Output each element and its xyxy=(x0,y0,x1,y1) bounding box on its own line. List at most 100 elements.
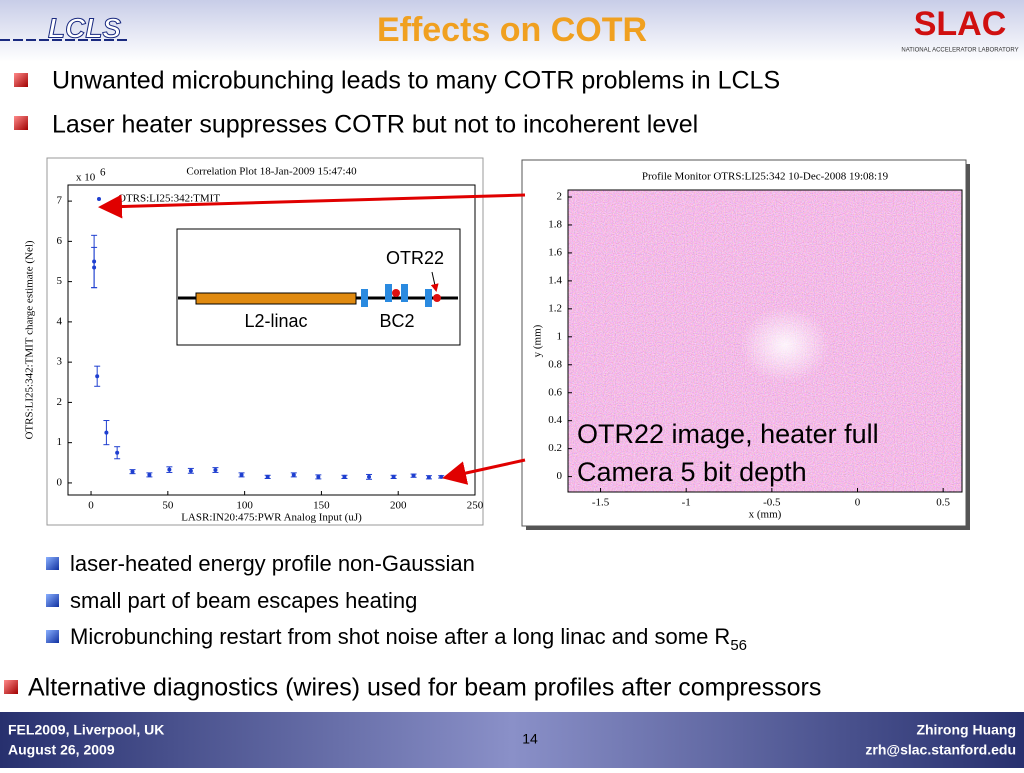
axes-box xyxy=(67,184,476,496)
y-tick-label: 1 xyxy=(57,436,63,448)
logo-right: SLAC xyxy=(914,5,1007,43)
y-tick-label: 0.2 xyxy=(548,442,562,454)
point xyxy=(426,475,431,480)
y-tick-label: 1.4 xyxy=(548,274,562,286)
x-tick-label: 200 xyxy=(390,500,407,512)
x-tick-label: 50 xyxy=(162,500,174,512)
sub-bullet: Microbunching restart from shot noise af… xyxy=(70,624,747,654)
point xyxy=(367,474,372,479)
inset-frame xyxy=(176,228,461,346)
x-tick-label: 0.5 xyxy=(936,497,950,509)
footer-left: August 26, 2009 xyxy=(8,742,115,758)
point xyxy=(115,450,120,455)
beam-spot xyxy=(740,307,830,383)
sub-bullet: laser-heated energy profile non-Gaussian xyxy=(70,551,475,576)
x-tick-label: 100 xyxy=(236,500,253,512)
slide-title: Effects on COTR xyxy=(377,11,647,49)
point xyxy=(167,467,172,472)
image-annotation: Camera 5 bit depth xyxy=(577,457,807,487)
x-tick-label: -0.5 xyxy=(763,497,781,509)
point xyxy=(391,474,396,479)
footer-right: Zhirong Huang xyxy=(916,722,1016,738)
point xyxy=(188,468,193,473)
inset-label: L2-linac xyxy=(244,311,307,331)
y-tick-label: 5 xyxy=(57,275,63,287)
bullet-icon xyxy=(14,73,28,87)
legend-marker xyxy=(97,197,101,201)
axes-box xyxy=(567,189,963,493)
footer-band xyxy=(0,712,1024,768)
header-band xyxy=(0,0,1024,62)
y-axis-label: OTRS:LI25:342:TMIT charge estimate (Nel) xyxy=(24,240,36,439)
bullet-icon xyxy=(46,630,59,643)
y-axis-label: y (mm) xyxy=(532,324,544,357)
y-tick-label: 1.6 xyxy=(548,246,562,258)
point xyxy=(239,472,244,477)
point xyxy=(213,468,218,473)
magnet xyxy=(385,284,392,302)
point xyxy=(439,474,444,479)
arrow xyxy=(442,458,526,485)
pointer xyxy=(430,271,439,292)
y-tick-label: 1.2 xyxy=(548,302,562,314)
sub-bullet: small part of beam escapes heating xyxy=(70,588,417,613)
logo-right-sub: NATIONAL ACCELERATOR LABORATORY xyxy=(901,48,1018,54)
y-multiplier-exp: 6 xyxy=(100,167,106,179)
point xyxy=(316,474,321,479)
inset-label: OTR22 xyxy=(386,248,444,268)
magnet xyxy=(401,284,408,302)
point xyxy=(95,374,100,379)
y-tick-label: 4 xyxy=(57,315,63,327)
y-multiplier: x 10 xyxy=(76,172,96,184)
y-tick-label: 0 xyxy=(557,470,563,482)
y-tick-label: 0.8 xyxy=(548,358,562,370)
y-tick-label: 7 xyxy=(57,195,63,207)
inset-label: BC2 xyxy=(379,311,414,331)
logo-left: LCLS xyxy=(48,12,121,43)
image-annotation: OTR22 image, heater full xyxy=(577,419,879,449)
x-tick-label: -1.5 xyxy=(592,497,610,509)
point xyxy=(265,474,270,479)
point xyxy=(92,265,97,270)
bullet-icon xyxy=(14,116,28,130)
bullet-icon xyxy=(46,557,59,570)
point xyxy=(291,472,296,477)
inset-diagram: OTR22 L2-linac BC2 xyxy=(176,228,461,346)
bullet-icon xyxy=(46,594,59,607)
bullet-icon xyxy=(4,680,18,694)
point xyxy=(411,473,416,478)
x-tick-label: 150 xyxy=(313,500,330,512)
legend-label: OTRS:LI25:342:TMIT xyxy=(118,193,220,205)
bullet: Laser heater suppresses COTR but not to … xyxy=(52,111,698,139)
point xyxy=(104,430,109,435)
point xyxy=(147,472,152,477)
y-tick-label: 1 xyxy=(557,330,563,342)
bullet: Alternative diagnostics (wires) used for… xyxy=(28,674,821,702)
x-axis-label: x (mm) xyxy=(749,509,782,521)
magnet xyxy=(425,289,432,307)
subscript: 56 xyxy=(730,637,747,654)
linac xyxy=(195,292,357,305)
page-number: 14 xyxy=(522,731,538,747)
x-tick-label: 0 xyxy=(88,500,94,512)
x-tick-label: 0 xyxy=(855,497,861,509)
sub-bullet-text: Microbunching restart from shot noise af… xyxy=(70,624,730,649)
bullet: Unwanted microbunching leads to many COT… xyxy=(52,67,780,95)
x-tick-label: 250 xyxy=(467,500,484,512)
point xyxy=(342,474,347,479)
y-tick-label: 0.6 xyxy=(548,386,562,398)
y-tick-label: 6 xyxy=(57,235,63,247)
y-tick-label: 0.4 xyxy=(548,414,562,426)
magnet xyxy=(361,289,368,307)
footer-left: FEL2009, Liverpool, UK xyxy=(8,722,164,738)
x-tick-label: -1 xyxy=(682,497,691,509)
x-axis-label: LASR:IN20:475:PWR Analog Input (uJ) xyxy=(181,512,362,524)
y-tick-label: 2 xyxy=(557,191,563,203)
point xyxy=(130,469,135,474)
screen xyxy=(392,289,400,297)
y-tick-label: 0 xyxy=(57,476,63,488)
screen xyxy=(433,294,441,302)
y-tick-label: 2 xyxy=(57,396,63,408)
footer-right: zrh@slac.stanford.edu xyxy=(865,742,1016,758)
